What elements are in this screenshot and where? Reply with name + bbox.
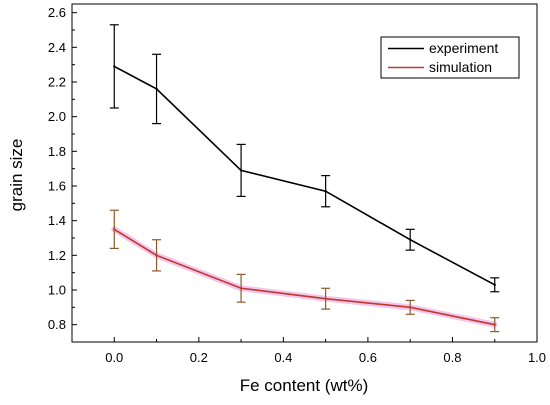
y-tick-label: 1.8 bbox=[48, 144, 66, 159]
plot-frame bbox=[71, 3, 538, 343]
x-axis-title: Fe content (wt%) bbox=[240, 376, 369, 395]
y-axis-title: grain size bbox=[7, 139, 26, 212]
data-point bbox=[155, 87, 158, 91]
x-tick-label: 0.0 bbox=[105, 350, 123, 365]
data-point bbox=[113, 65, 116, 68]
legend-box bbox=[380, 36, 520, 79]
x-tick-label: 1.0 bbox=[528, 350, 546, 365]
x-tick-label: 0.6 bbox=[359, 350, 377, 365]
legend: experiment simulation bbox=[380, 36, 520, 79]
legend-label-experiment: experiment bbox=[429, 40, 498, 56]
data-point bbox=[408, 306, 412, 309]
series-layer bbox=[109, 24, 500, 333]
data-point bbox=[113, 228, 116, 231]
y-tick-label: 1.0 bbox=[48, 283, 66, 298]
y-tick-label: 1.4 bbox=[48, 213, 66, 228]
y-tick-label: 2.0 bbox=[48, 109, 66, 124]
y-tick-label: 0.8 bbox=[48, 317, 66, 332]
data-point bbox=[324, 190, 327, 193]
legend-label-simulation: simulation bbox=[429, 59, 492, 75]
series-halo bbox=[111, 226, 498, 328]
y-tick-label: 2.4 bbox=[48, 40, 66, 55]
series-experiment bbox=[109, 24, 500, 293]
series-line bbox=[113, 228, 495, 326]
y-tick-label: 2.2 bbox=[48, 75, 66, 90]
data-point bbox=[239, 287, 243, 290]
x-tick-label: 0.4 bbox=[274, 350, 292, 365]
y-axis: 0.8 1.0 1.2 1.4 1.6 1.8 2.0 2.2 2.4 2.6 bbox=[48, 5, 77, 343]
data-point bbox=[493, 323, 496, 326]
y-tick-label: 2.6 bbox=[48, 5, 66, 20]
data-point bbox=[493, 283, 496, 286]
data-point bbox=[408, 238, 412, 241]
x-tick-label: 0.8 bbox=[443, 350, 461, 365]
series-line bbox=[113, 65, 496, 286]
data-point bbox=[239, 169, 243, 172]
x-axis: 0.0 0.2 0.4 0.6 0.8 1.0 bbox=[71, 337, 546, 365]
y-tick-label: 1.2 bbox=[48, 248, 66, 263]
y-tick-label: 1.6 bbox=[48, 179, 66, 194]
x-tick-label: 0.2 bbox=[190, 350, 208, 365]
data-point bbox=[155, 254, 158, 257]
data-point bbox=[324, 297, 327, 300]
series-simulation bbox=[109, 209, 500, 333]
